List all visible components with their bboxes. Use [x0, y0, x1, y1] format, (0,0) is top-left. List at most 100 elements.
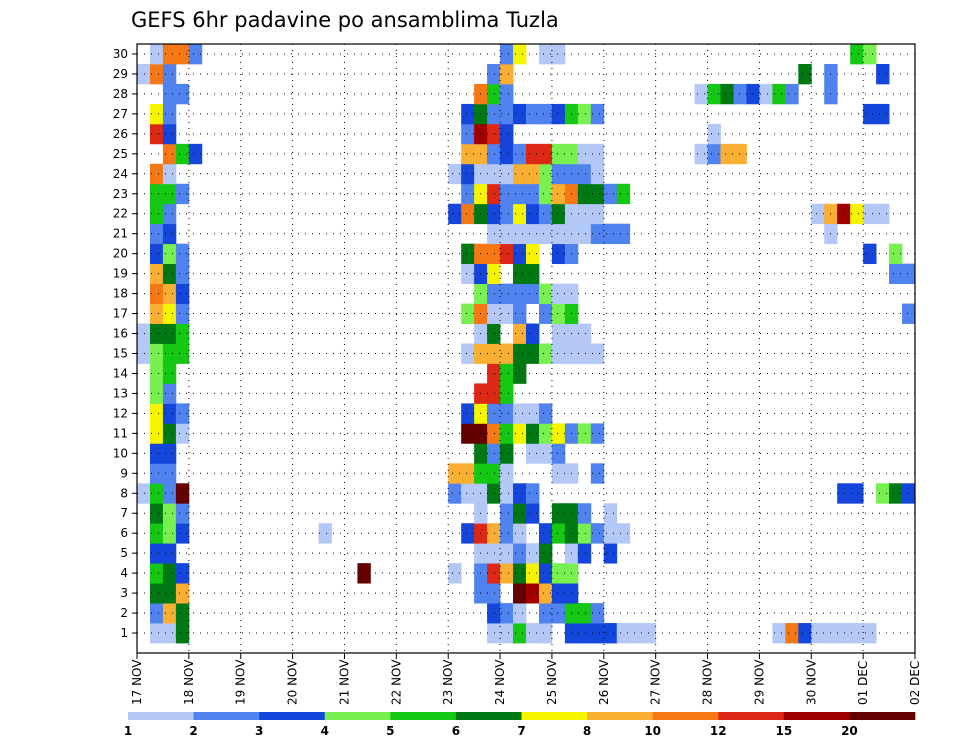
heatmap-cell: [500, 463, 514, 484]
heatmap-cell: [616, 223, 631, 245]
heatmap-cell: [577, 523, 592, 544]
heatmap-cell: [551, 583, 566, 604]
heatmap-cell: [162, 83, 177, 105]
heatmap-cell: [149, 123, 164, 145]
y-tick-label: 3: [120, 586, 128, 600]
heatmap-cell: [526, 583, 540, 604]
heatmap-cell: [526, 623, 540, 644]
heatmap-cell: [694, 83, 708, 105]
x-tick-label: 01 DEC: [856, 661, 870, 705]
legend-swatch: [849, 712, 916, 720]
x-tick-label: 18 NOV: [182, 659, 196, 705]
heatmap-cell: [590, 623, 605, 644]
heatmap-cell: [577, 423, 592, 444]
heatmap-cell: [175, 183, 190, 205]
x-tick-label: 22 NOV: [389, 659, 403, 705]
heatmap-cell: [500, 423, 514, 444]
heatmap-cell: [513, 143, 527, 165]
heatmap-cell: [551, 223, 566, 245]
heatmap-cell: [162, 543, 177, 564]
heatmap-cell: [487, 543, 501, 564]
heatmap-cell: [448, 163, 462, 185]
heatmap-cell: [487, 583, 501, 604]
heatmap-cell: [500, 503, 514, 524]
heatmap-cell: [162, 583, 177, 604]
heatmap-cell: [461, 143, 475, 165]
legend-swatch: [193, 712, 260, 720]
heatmap-cell: [603, 183, 618, 205]
heatmap-cell: [487, 603, 501, 624]
heatmap-cell: [149, 343, 164, 364]
heatmap-cell: [487, 183, 501, 205]
heatmap-cell: [551, 143, 566, 165]
heatmap-cell: [526, 483, 540, 504]
heatmap-cell: [500, 363, 514, 384]
chart-title: GEFS 6hr padavine po ansamblima Tuzla: [131, 8, 559, 32]
heatmap-cell: [149, 623, 164, 644]
y-tick-label: 10: [113, 446, 128, 460]
heatmap-cell: [461, 263, 475, 285]
heatmap-cell: [500, 103, 514, 125]
heatmap-cell: [902, 483, 916, 504]
heatmap-cell: [526, 223, 540, 245]
x-tick-label: 21 NOV: [337, 659, 351, 705]
heatmap-cell: [461, 163, 475, 185]
heatmap-cell: [577, 343, 592, 364]
y-axis: 1234567891011121314151617181920212223242…: [113, 47, 137, 640]
heatmap-cell: [513, 583, 527, 604]
y-tick-label: 8: [120, 486, 128, 500]
heatmap-cell: [162, 423, 177, 444]
legend-label: 15: [775, 724, 792, 738]
heatmap-cell: [616, 523, 631, 544]
heatmap-cell: [500, 143, 514, 165]
heatmap-cell: [616, 623, 631, 644]
y-tick-label: 24: [113, 167, 128, 181]
heatmap-cell: [162, 363, 177, 384]
heatmap-cell: [551, 523, 566, 544]
heatmap-cell: [137, 63, 151, 85]
heatmap-cell: [188, 143, 203, 165]
heatmap-cell: [162, 303, 177, 324]
y-tick-label: 28: [113, 87, 128, 101]
heatmap-cell: [590, 463, 605, 484]
heatmap-cell: [513, 44, 527, 65]
heatmap-cell: [707, 83, 721, 105]
heatmap-cell: [551, 163, 566, 185]
heatmap-cell: [149, 303, 164, 324]
heatmap-cell: [538, 423, 553, 444]
x-tick-label: 17 NOV: [130, 659, 144, 705]
heatmap-cell: [487, 283, 501, 304]
heatmap-cell: [487, 223, 501, 245]
heatmap-cell: [461, 183, 475, 205]
heatmap-cell: [889, 263, 903, 285]
heatmap-cell: [850, 203, 864, 225]
y-tick-label: 21: [113, 227, 128, 241]
x-tick-label: 28 NOV: [701, 659, 715, 705]
heatmap-cell: [551, 103, 566, 125]
heatmap-cell: [526, 543, 540, 564]
heatmap-cell: [175, 423, 190, 444]
heatmap-cell: [538, 44, 553, 65]
heatmap-cell: [577, 603, 592, 624]
legend-swatch: [718, 712, 785, 720]
heatmap-cell: [162, 103, 177, 125]
heatmap-cell: [149, 403, 164, 424]
x-tick-label: 25 NOV: [545, 659, 559, 705]
heatmap-cell: [162, 343, 177, 364]
heatmap-cell: [590, 223, 605, 245]
x-tick-label: 30 NOV: [804, 659, 818, 705]
heatmap-cell: [175, 263, 190, 285]
heatmap-cell: [149, 463, 164, 484]
heatmap-cell: [500, 383, 514, 404]
heatmap-cell: [513, 623, 527, 644]
heatmap-cell: [461, 523, 475, 544]
heatmap-cell: [772, 83, 786, 105]
y-tick-label: 6: [120, 526, 128, 540]
heatmap-cell: [149, 603, 164, 624]
heatmap-cell: [175, 523, 190, 544]
heatmap-cell: [461, 123, 475, 145]
heatmap-cell: [863, 243, 877, 265]
heatmap-cell: [149, 383, 164, 404]
heatmap-cell: [577, 543, 592, 564]
